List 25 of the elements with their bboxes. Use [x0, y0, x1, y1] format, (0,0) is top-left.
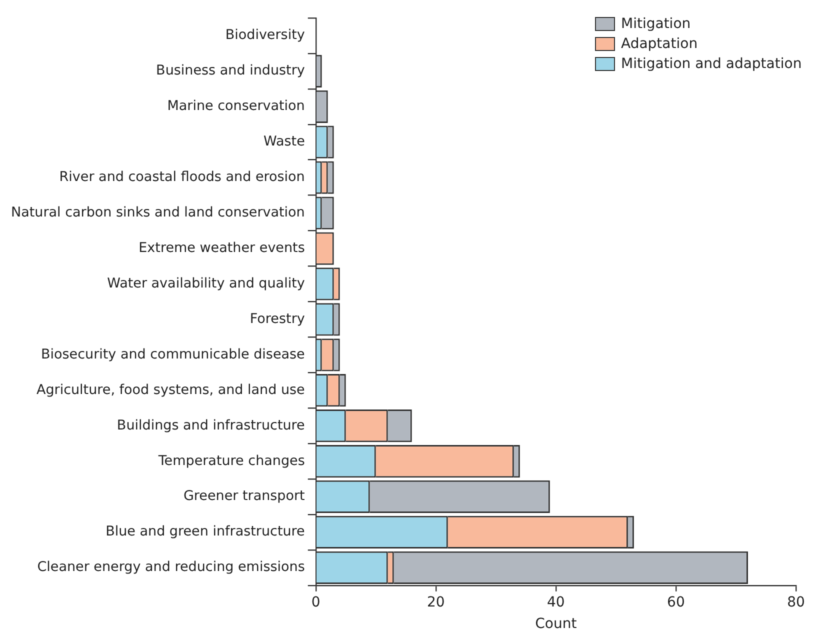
x-tick-label: 60: [667, 594, 685, 610]
y-tick-label: Biosecurity and communicable disease: [40, 346, 305, 362]
y-tick-label: Temperature changes: [157, 452, 305, 469]
x-tick-label: 0: [311, 594, 320, 610]
y-tick-label: River and coastal floods and erosion: [59, 169, 305, 186]
x-axis-title: Count: [535, 616, 578, 632]
y-tick-label: Waste: [263, 134, 305, 150]
y-tick-label: Cleaner energy and reducing emissions: [37, 559, 305, 576]
x-tick-label: 20: [426, 594, 445, 610]
y-tick-label: Business and industry: [156, 62, 305, 79]
y-tick-label: Buildings and infrastructure: [116, 417, 305, 434]
legend-label: Mitigation and adaptation: [621, 55, 802, 74]
x-tick-label: 40: [547, 594, 565, 610]
y-tick-label: Natural carbon sinks and land conservation: [10, 204, 305, 221]
y-tick-label: Extreme weather events: [138, 240, 305, 256]
y-tick-label: Blue and green infrastructure: [106, 524, 305, 540]
y-tick-label: Water availability and quality: [107, 275, 305, 292]
y-tick-label: Forestry: [250, 310, 305, 327]
y-tick-label: Greener transport: [183, 488, 305, 504]
legend-label: Adaptation: [621, 35, 698, 54]
y-tick-label: Biodiversity: [225, 27, 305, 44]
legend-label: Mitigation: [621, 15, 691, 34]
y-tick-label: Agriculture, food systems, and land use: [36, 382, 305, 398]
x-tick-label: 80: [787, 594, 805, 610]
y-tick-label: Marine conservation: [167, 98, 305, 114]
